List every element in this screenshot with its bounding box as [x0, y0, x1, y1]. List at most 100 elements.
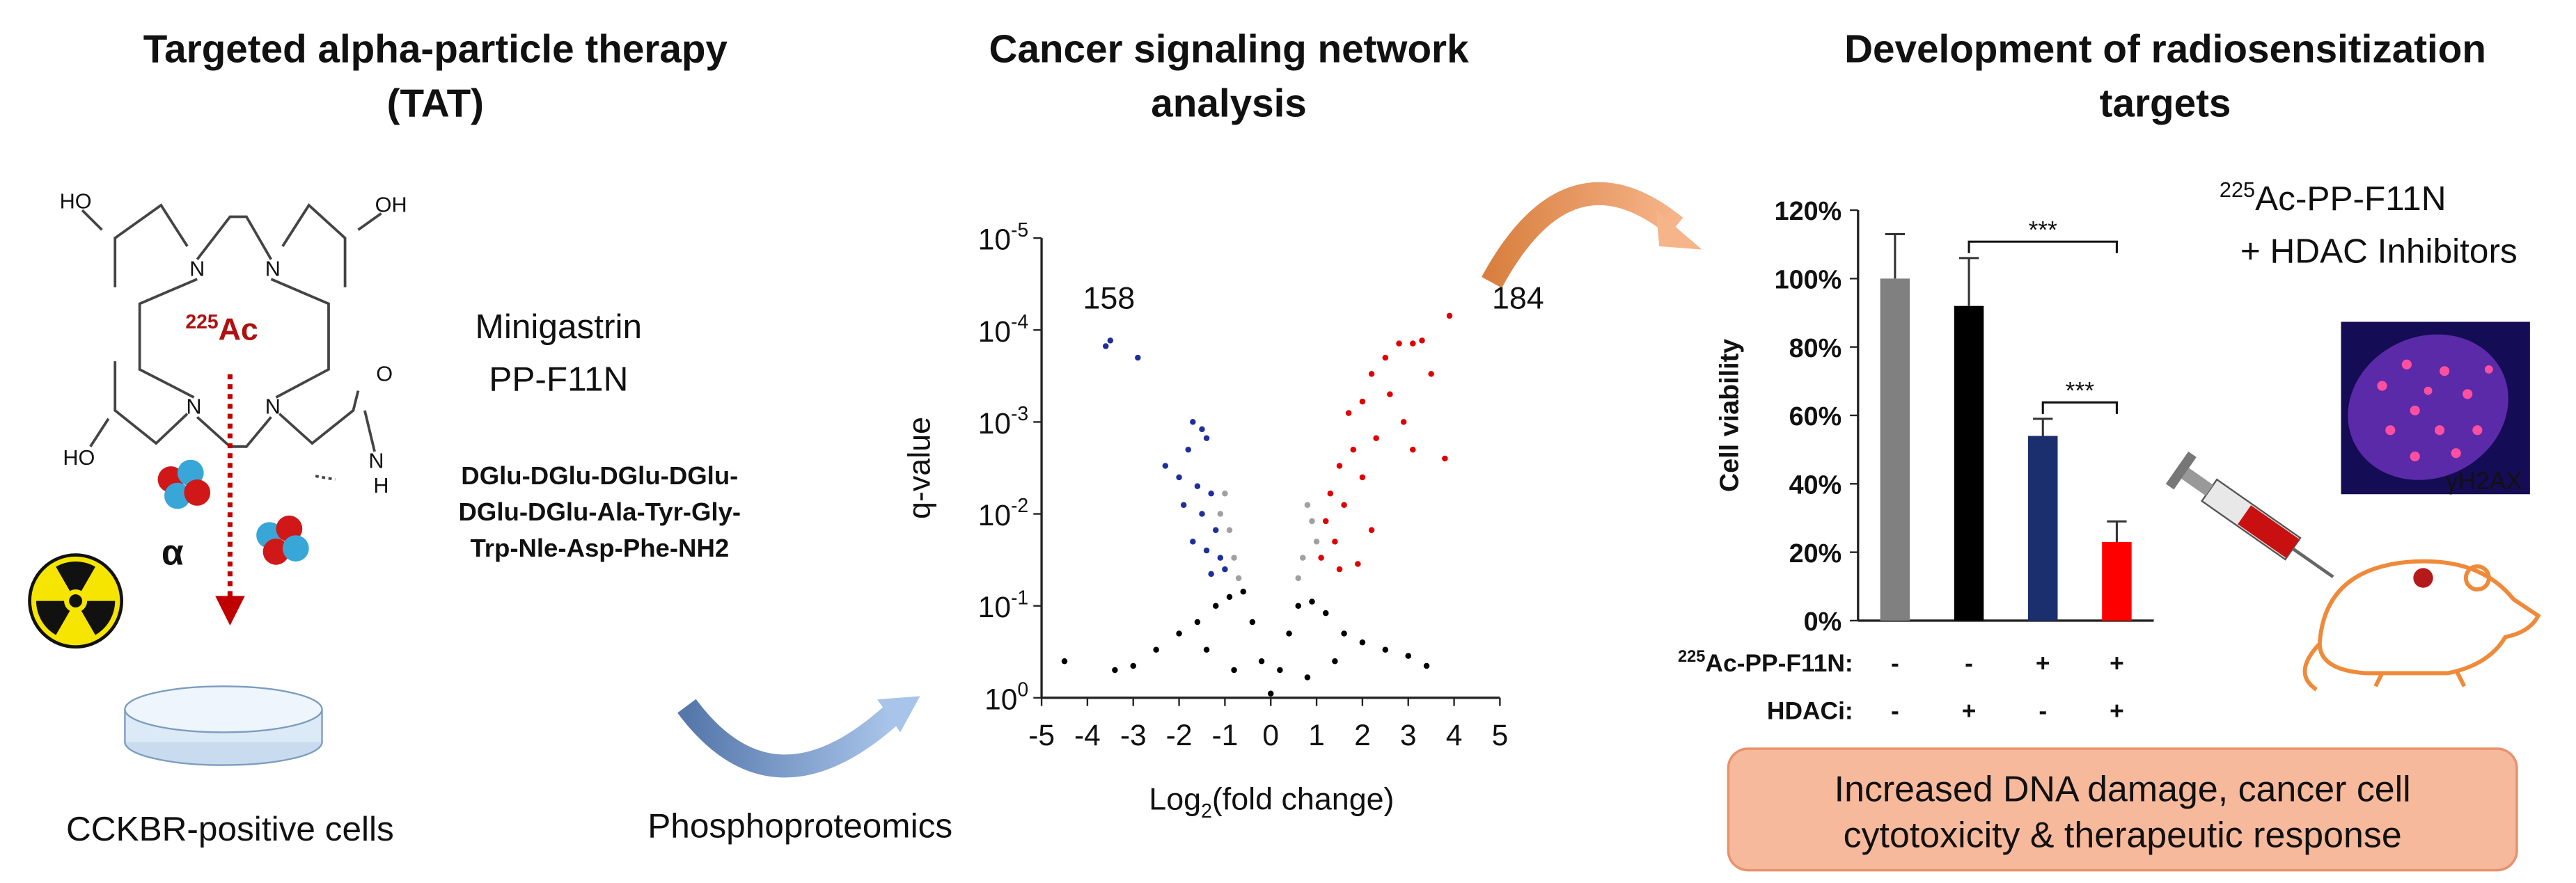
data-point	[1327, 490, 1334, 497]
radiation-symbol	[28, 553, 124, 649]
y-tick-label: 10-1	[978, 586, 1028, 623]
isotope-mass: 225	[1678, 647, 1705, 665]
panel-title: Targeted alpha-particle therapy	[143, 28, 728, 72]
treatment-sign: +	[2036, 650, 2050, 677]
peptide-sequence: DGlu-DGlu-DGlu-DGlu-	[461, 461, 738, 490]
data-point	[1185, 446, 1191, 453]
treatment-row-label: 225Ac-PP-F11N:	[1678, 647, 1853, 677]
y-tick-label: 80%	[1789, 333, 1842, 363]
x-tick-label: -2	[1166, 719, 1193, 751]
data-point	[1235, 575, 1242, 582]
mouse	[2302, 559, 2541, 692]
y-tick-base: 10	[978, 223, 1011, 256]
data-point	[1222, 490, 1228, 497]
syringe	[2165, 451, 2334, 579]
data-point	[1222, 566, 1228, 573]
data-point	[1194, 483, 1201, 490]
method-label: Phosphoproteomics	[647, 806, 952, 845]
y-axis-title: Cell viability	[1715, 339, 1744, 492]
data-point	[1190, 539, 1196, 545]
data-point	[1382, 646, 1389, 653]
significance-bracket	[1968, 240, 2118, 253]
y-tick-exponent: 0	[1017, 678, 1028, 700]
y-tick-base: 10	[978, 315, 1011, 348]
x-tick-label: 5	[1492, 719, 1509, 751]
count-annotation: 184	[1492, 280, 1544, 316]
data-point	[1208, 490, 1214, 497]
data-point	[1368, 371, 1375, 377]
data-point	[1341, 502, 1347, 509]
isotope-mass: 225	[185, 310, 218, 333]
y-tick-label: 40%	[1789, 470, 1842, 499]
treatment-name: Ac-PP-F11N	[2255, 179, 2446, 218]
data-point	[1332, 658, 1338, 665]
treatment-sign: -	[1965, 650, 1973, 677]
y-tick-label: 10-2	[978, 494, 1028, 532]
data-point	[1226, 527, 1233, 534]
treatment-label: 225Ac-PP-F11N	[2220, 178, 2447, 218]
x-tick-label: 4	[1446, 719, 1463, 751]
data-point	[1240, 588, 1246, 595]
y-tick-exponent: -1	[1011, 586, 1028, 608]
data-point	[1428, 371, 1434, 377]
panel-title: analysis	[1151, 82, 1307, 126]
data-point	[1322, 610, 1329, 616]
data-point	[1359, 639, 1366, 646]
data-point	[1300, 555, 1306, 561]
treatment-sign: +	[2110, 650, 2124, 677]
bar	[1954, 305, 1984, 621]
significance-label: ***	[2066, 378, 2095, 405]
data-point	[1286, 630, 1292, 637]
x-title-subscript: 2	[1201, 800, 1212, 822]
atom-label: N	[265, 257, 281, 280]
x-tick-label: 3	[1400, 719, 1417, 751]
data-point	[1217, 555, 1224, 561]
peptide-sequence: DGlu-DGlu-Ala-Tyr-Gly-	[459, 498, 741, 526]
data-point	[1322, 518, 1329, 525]
count-annotation: 158	[1083, 280, 1135, 316]
data-point	[1212, 527, 1219, 534]
data-point	[1212, 603, 1219, 609]
atom-label: N	[189, 257, 205, 280]
conclusion-text: cytotoxicity & therapeutic response	[1844, 816, 2402, 856]
data-point	[1336, 566, 1343, 573]
y-tick-label: 20%	[1789, 539, 1842, 568]
data-point	[1194, 619, 1201, 626]
x-tick-label: -1	[1212, 719, 1239, 751]
data-point	[1332, 539, 1338, 545]
y-tick-exponent: -3	[1011, 402, 1028, 424]
y-tick-label: 10-3	[978, 402, 1028, 440]
dota-structure	[81, 203, 382, 481]
x-tick-label: -4	[1074, 719, 1101, 751]
data-point	[1102, 343, 1109, 349]
data-point	[1419, 337, 1425, 344]
data-point	[1318, 555, 1324, 561]
y-tick-base: 10	[978, 499, 1011, 532]
data-point	[1231, 555, 1237, 561]
data-point	[1400, 419, 1407, 425]
stain-label: γH2AX	[2446, 468, 2522, 495]
flow-arrow-head	[877, 696, 920, 733]
data-point	[1304, 502, 1311, 509]
data-point	[1368, 527, 1375, 534]
y-tick-label: 100	[984, 678, 1028, 715]
y-tick-label: 120%	[1775, 196, 1842, 225]
data-point	[1295, 575, 1301, 582]
data-point	[1180, 502, 1187, 509]
panel-title: Development of radiosensitization	[1844, 28, 2486, 72]
cell-label: CCKBR-positive cells	[66, 809, 394, 848]
data-point	[1313, 539, 1320, 545]
treatment-sign: -	[2039, 698, 2047, 725]
data-point	[1135, 354, 1141, 361]
x-tick-label: -3	[1120, 719, 1147, 751]
panel-title: targets	[2100, 82, 2231, 126]
atom-label: O	[376, 362, 393, 385]
y-tick-base: 10	[984, 683, 1017, 715]
data-point	[1153, 646, 1159, 653]
data-point	[1355, 561, 1361, 567]
conclusion-text: Increased DNA damage, cancer cell	[1835, 769, 2411, 809]
drug-name: Minigastrin	[476, 307, 643, 346]
y-tick-exponent: -4	[1011, 310, 1028, 333]
data-point	[1267, 690, 1274, 697]
x-title-part: Log	[1149, 781, 1201, 816]
